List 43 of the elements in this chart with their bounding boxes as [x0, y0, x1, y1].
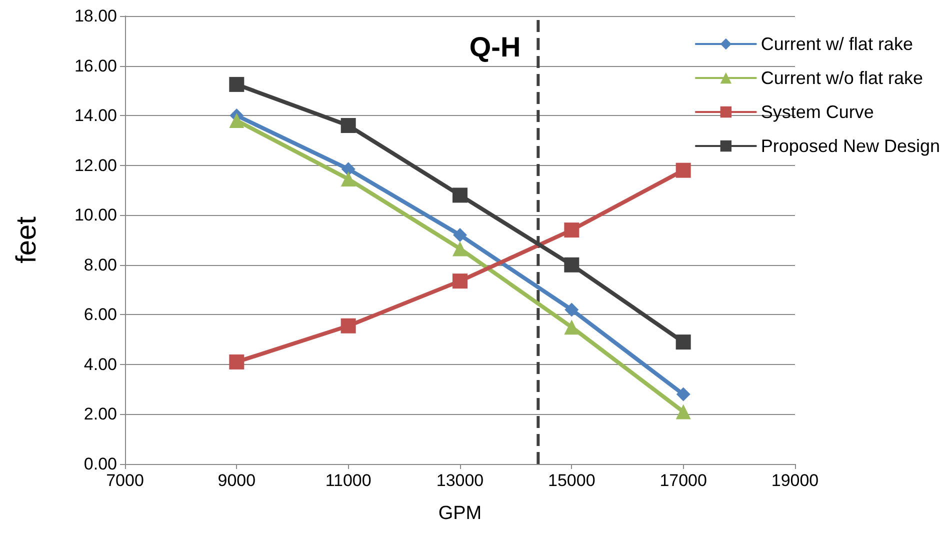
x-tick-label: 19000 [771, 471, 819, 490]
point [229, 113, 244, 128]
y-tick-label: 6.00 [84, 305, 117, 324]
point [676, 162, 691, 178]
y-tick-label: 2.00 [84, 404, 117, 424]
y-tick-label: 14.00 [74, 106, 117, 126]
y-tick-label: 0.00 [84, 454, 117, 474]
x-tick-label: 15000 [548, 471, 596, 490]
point [564, 257, 580, 272]
point [453, 228, 467, 242]
point [340, 318, 356, 334]
point [564, 320, 580, 335]
x-axis-title: GPM [438, 503, 482, 524]
point [341, 162, 356, 176]
point [676, 334, 691, 350]
x-tick-label: 11000 [325, 471, 372, 490]
text: Q-H [469, 32, 521, 62]
point [229, 354, 244, 370]
point [564, 222, 580, 238]
point [452, 188, 468, 203]
point [340, 172, 356, 187]
point [676, 387, 690, 402]
point [229, 76, 244, 92]
x-tick-label: 17000 [660, 471, 707, 490]
legend-label: Current w/o flat rake [760, 68, 923, 88]
point [452, 274, 468, 289]
x-tick-label: 7000 [106, 471, 144, 490]
y-tick-label: 4.00 [84, 354, 117, 374]
legend-label: System Curve [760, 102, 874, 122]
legend-label: Current w/ flat rake [760, 34, 913, 54]
y-tick-label: 12.00 [74, 156, 117, 175]
point [340, 118, 356, 134]
point [452, 241, 468, 256]
y-tick-label: 8.00 [84, 255, 117, 274]
x-tick-label: 9000 [218, 471, 256, 490]
legend-label: Proposed New Design [760, 136, 940, 156]
point [564, 302, 579, 317]
y-tick-label: 10.00 [74, 206, 117, 225]
y-axis-title: feet [10, 216, 42, 264]
x-tick-label: 13000 [436, 471, 484, 490]
point [676, 404, 691, 420]
y-tick-label: 16.00 [74, 56, 117, 76]
y-tick-label: 18.00 [74, 6, 117, 26]
